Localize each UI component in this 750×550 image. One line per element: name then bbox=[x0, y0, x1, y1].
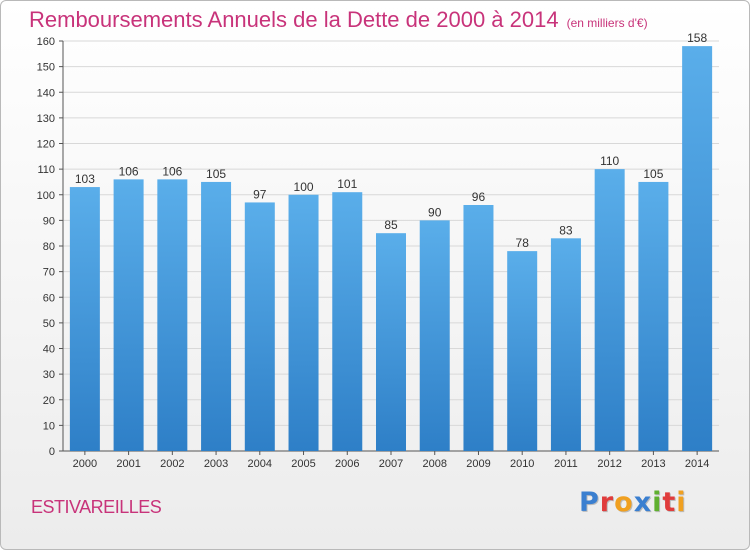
logo-letter: x bbox=[633, 487, 653, 518]
x-tick-label-2007: 2007 bbox=[379, 458, 403, 470]
logo-letter: i bbox=[676, 487, 687, 518]
data-label-2003: 105 bbox=[206, 167, 226, 181]
y-tick-label: 100 bbox=[37, 190, 55, 202]
y-tick-label: 10 bbox=[43, 420, 55, 432]
x-tick-label-2012: 2012 bbox=[597, 458, 621, 470]
y-tick-label: 130 bbox=[37, 113, 55, 125]
data-label-2007: 85 bbox=[384, 218, 398, 232]
x-tick-label-2000: 2000 bbox=[73, 458, 97, 470]
bar-2002 bbox=[157, 179, 188, 451]
chart-subtitle: (en milliers d'€) bbox=[566, 16, 648, 30]
y-tick-label: 120 bbox=[37, 139, 55, 151]
proxiti-logo: Proxiti bbox=[579, 487, 687, 518]
bar-2001 bbox=[113, 179, 144, 451]
data-label-2002: 106 bbox=[162, 164, 182, 178]
data-label-2008: 90 bbox=[428, 205, 442, 219]
bar-2004 bbox=[244, 202, 275, 451]
y-tick-label: 90 bbox=[43, 215, 55, 227]
data-labels: 103 106 106 105 97 100 101 85 90 96 78 83 110 105 158 bbox=[75, 31, 708, 250]
bar-2000 bbox=[69, 187, 100, 451]
bars bbox=[69, 46, 713, 451]
x-tick-label-2003: 2003 bbox=[204, 458, 228, 470]
y-tick-label: 0 bbox=[49, 446, 55, 458]
data-label-2009: 96 bbox=[472, 190, 486, 204]
y-tick-label: 30 bbox=[43, 369, 55, 381]
logo-letter: i bbox=[652, 487, 663, 518]
bar-2014 bbox=[682, 46, 713, 451]
x-tick-label-2013: 2013 bbox=[641, 458, 665, 470]
data-label-2000: 103 bbox=[75, 172, 95, 186]
x-tick-label-2002: 2002 bbox=[160, 458, 184, 470]
y-tick-label: 80 bbox=[43, 241, 55, 253]
x-tick-label-2006: 2006 bbox=[335, 458, 359, 470]
commune-name: ESTIVAREILLES bbox=[31, 497, 162, 517]
x-tick-label-2014: 2014 bbox=[685, 458, 709, 470]
data-label-2005: 100 bbox=[294, 180, 314, 194]
x-tick-label-2005: 2005 bbox=[291, 458, 315, 470]
y-tick-label: 110 bbox=[37, 164, 55, 176]
bar-2009 bbox=[463, 205, 494, 451]
bar-2011 bbox=[550, 238, 581, 451]
bar-2012 bbox=[594, 169, 625, 451]
data-label-2004: 97 bbox=[253, 187, 267, 201]
data-label-2001: 106 bbox=[119, 164, 139, 178]
bar-2010 bbox=[507, 251, 538, 451]
bar-2005 bbox=[288, 194, 319, 451]
bar-2003 bbox=[201, 181, 232, 451]
y-tick-label: 20 bbox=[43, 395, 55, 407]
x-tick-label-2008: 2008 bbox=[422, 458, 446, 470]
data-label-2014: 158 bbox=[687, 31, 707, 45]
y-tick-label: 150 bbox=[37, 62, 55, 74]
logo-letter: t bbox=[662, 487, 677, 518]
data-label-2010: 78 bbox=[516, 236, 530, 250]
y-tick-label: 60 bbox=[43, 292, 55, 304]
chart-title-text: Remboursements Annuels de la Dette de 20… bbox=[29, 7, 559, 32]
x-tick-label-2004: 2004 bbox=[248, 458, 272, 470]
y-tick-label: 40 bbox=[43, 344, 55, 356]
data-label-2006: 101 bbox=[337, 177, 357, 191]
data-label-2012: 110 bbox=[600, 154, 619, 168]
x-tick-label-2010: 2010 bbox=[510, 458, 534, 470]
chart-title: Remboursements Annuels de la Dette de 20… bbox=[29, 7, 648, 33]
y-tick-label: 140 bbox=[37, 87, 55, 99]
bar-2007 bbox=[376, 233, 406, 451]
x-tick-label-2011: 2011 bbox=[554, 458, 578, 470]
logo-letter: r bbox=[599, 487, 615, 518]
x-tick-label-2001: 2001 bbox=[116, 458, 140, 470]
logo-letter: P bbox=[579, 487, 600, 518]
y-tick-label: 50 bbox=[43, 318, 55, 330]
axes: 0 10 20 30 40 50 60 70 80 90 100 110 120 130 140 150 160… bbox=[37, 36, 719, 470]
y-tick-label: 160 bbox=[37, 36, 55, 48]
y-tick-label: 70 bbox=[43, 267, 55, 279]
bar-2008 bbox=[419, 220, 450, 451]
x-tick-label-2009: 2009 bbox=[466, 458, 490, 470]
bar-2013 bbox=[638, 181, 669, 451]
data-label-2013: 105 bbox=[643, 167, 663, 181]
data-label-2011: 83 bbox=[559, 223, 573, 237]
bar-2006 bbox=[332, 192, 363, 451]
logo-letter: o bbox=[614, 487, 634, 518]
